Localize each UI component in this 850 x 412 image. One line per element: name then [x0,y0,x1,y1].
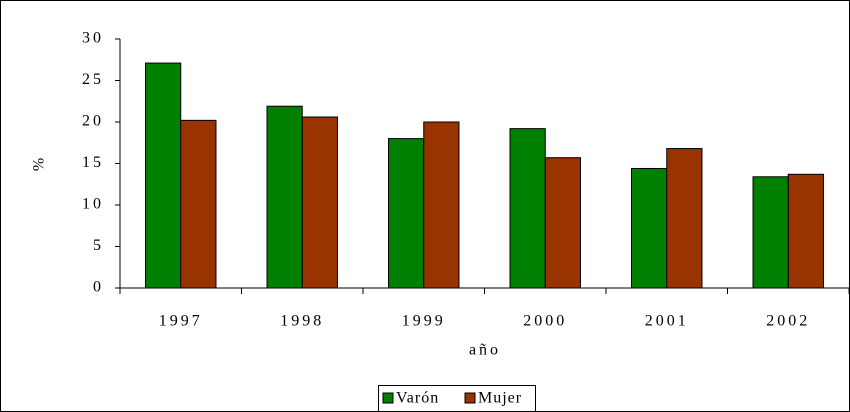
y-tick-label: 25 [82,71,104,88]
bar [631,167,668,289]
bar [752,176,789,289]
bar [180,119,217,289]
bar [509,128,546,289]
legend-swatch [382,392,394,404]
bar [301,116,338,289]
y-tick-label: 20 [82,113,104,130]
y-tick-label: 5 [93,237,104,254]
y-tick-label: 10 [82,196,104,213]
bar [423,121,460,289]
y-tick-label: 15 [82,154,104,171]
legend-label: Varón [396,390,439,407]
bar [145,62,182,289]
x-tick-label: 1999 [402,313,446,330]
x-tick-label: 1998 [280,313,324,330]
bar [266,105,303,289]
y-axis-label: % [31,155,48,171]
x-axis-label: año [469,342,501,359]
bar [388,138,425,289]
bar [666,148,703,289]
bar [544,157,581,289]
legend-swatch [464,392,476,404]
x-tick-label: 2000 [523,313,567,330]
x-tick-label: 2001 [645,313,689,330]
bar [787,173,824,289]
y-tick-label: 0 [93,279,104,296]
legend-label: Mujer [478,390,522,407]
y-tick-label: 30 [82,30,104,47]
x-tick-label: 1997 [159,313,203,330]
x-tick-label: 2002 [766,313,810,330]
